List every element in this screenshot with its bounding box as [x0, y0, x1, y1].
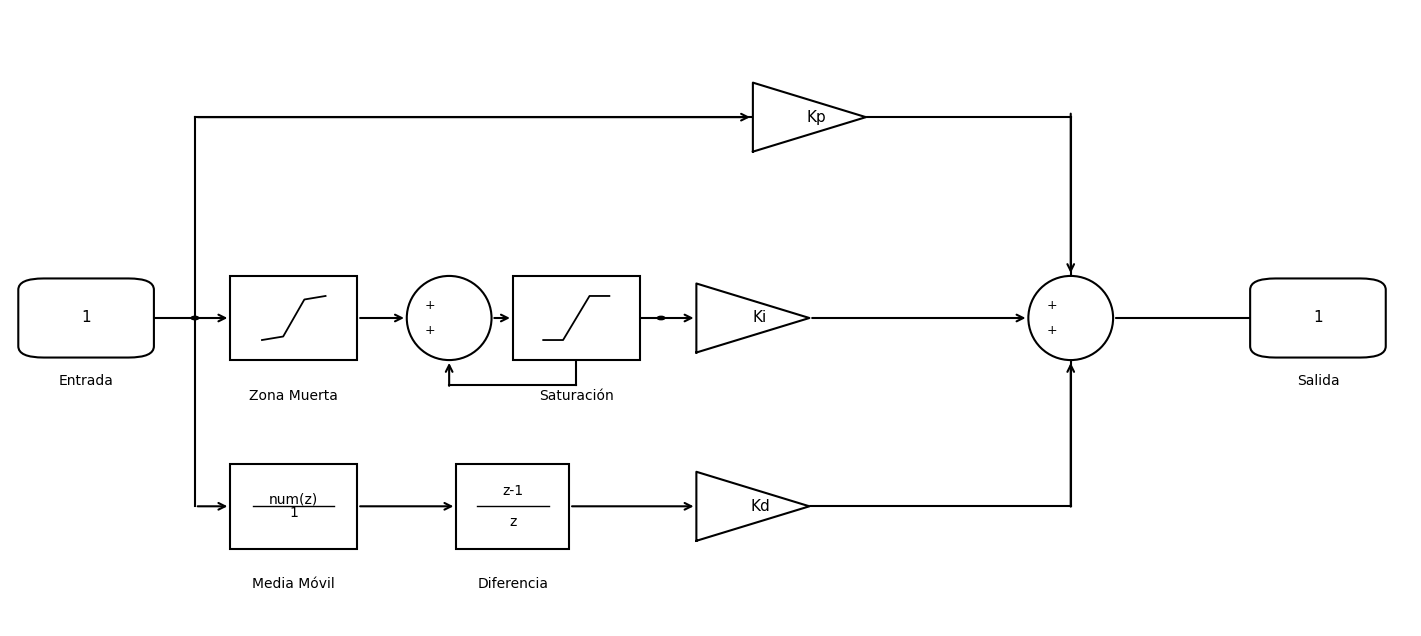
Text: Saturación: Saturación [539, 389, 614, 403]
Polygon shape [696, 472, 810, 541]
Bar [513, 275, 639, 361]
Circle shape [190, 316, 199, 320]
Text: z-1: z-1 [502, 483, 523, 497]
Text: Diferencia: Diferencia [477, 577, 549, 591]
Text: num(z): num(z) [269, 492, 318, 506]
Text: Zona Muerta: Zona Muerta [249, 389, 338, 403]
Text: +: + [1046, 299, 1057, 312]
Text: 1: 1 [290, 506, 298, 520]
Text: 1: 1 [81, 310, 91, 326]
Polygon shape [753, 83, 865, 151]
Text: Salida: Salida [1296, 375, 1339, 389]
FancyBboxPatch shape [1250, 279, 1385, 357]
Ellipse shape [1029, 276, 1113, 360]
Text: z: z [509, 515, 516, 529]
Text: +: + [425, 299, 435, 312]
Text: Entrada: Entrada [58, 375, 114, 389]
Polygon shape [696, 284, 810, 352]
Bar [230, 275, 357, 361]
Text: +: + [1046, 324, 1057, 337]
Circle shape [658, 316, 665, 320]
Ellipse shape [406, 276, 492, 360]
Text: +: + [425, 324, 435, 337]
Text: Media Móvil: Media Móvil [253, 577, 335, 591]
Text: Kd: Kd [750, 499, 770, 514]
Text: Kp: Kp [807, 109, 827, 125]
Bar [456, 464, 570, 549]
Bar [230, 464, 357, 549]
FancyBboxPatch shape [18, 279, 153, 357]
Text: Ki: Ki [753, 310, 767, 326]
Text: 1: 1 [1313, 310, 1323, 326]
